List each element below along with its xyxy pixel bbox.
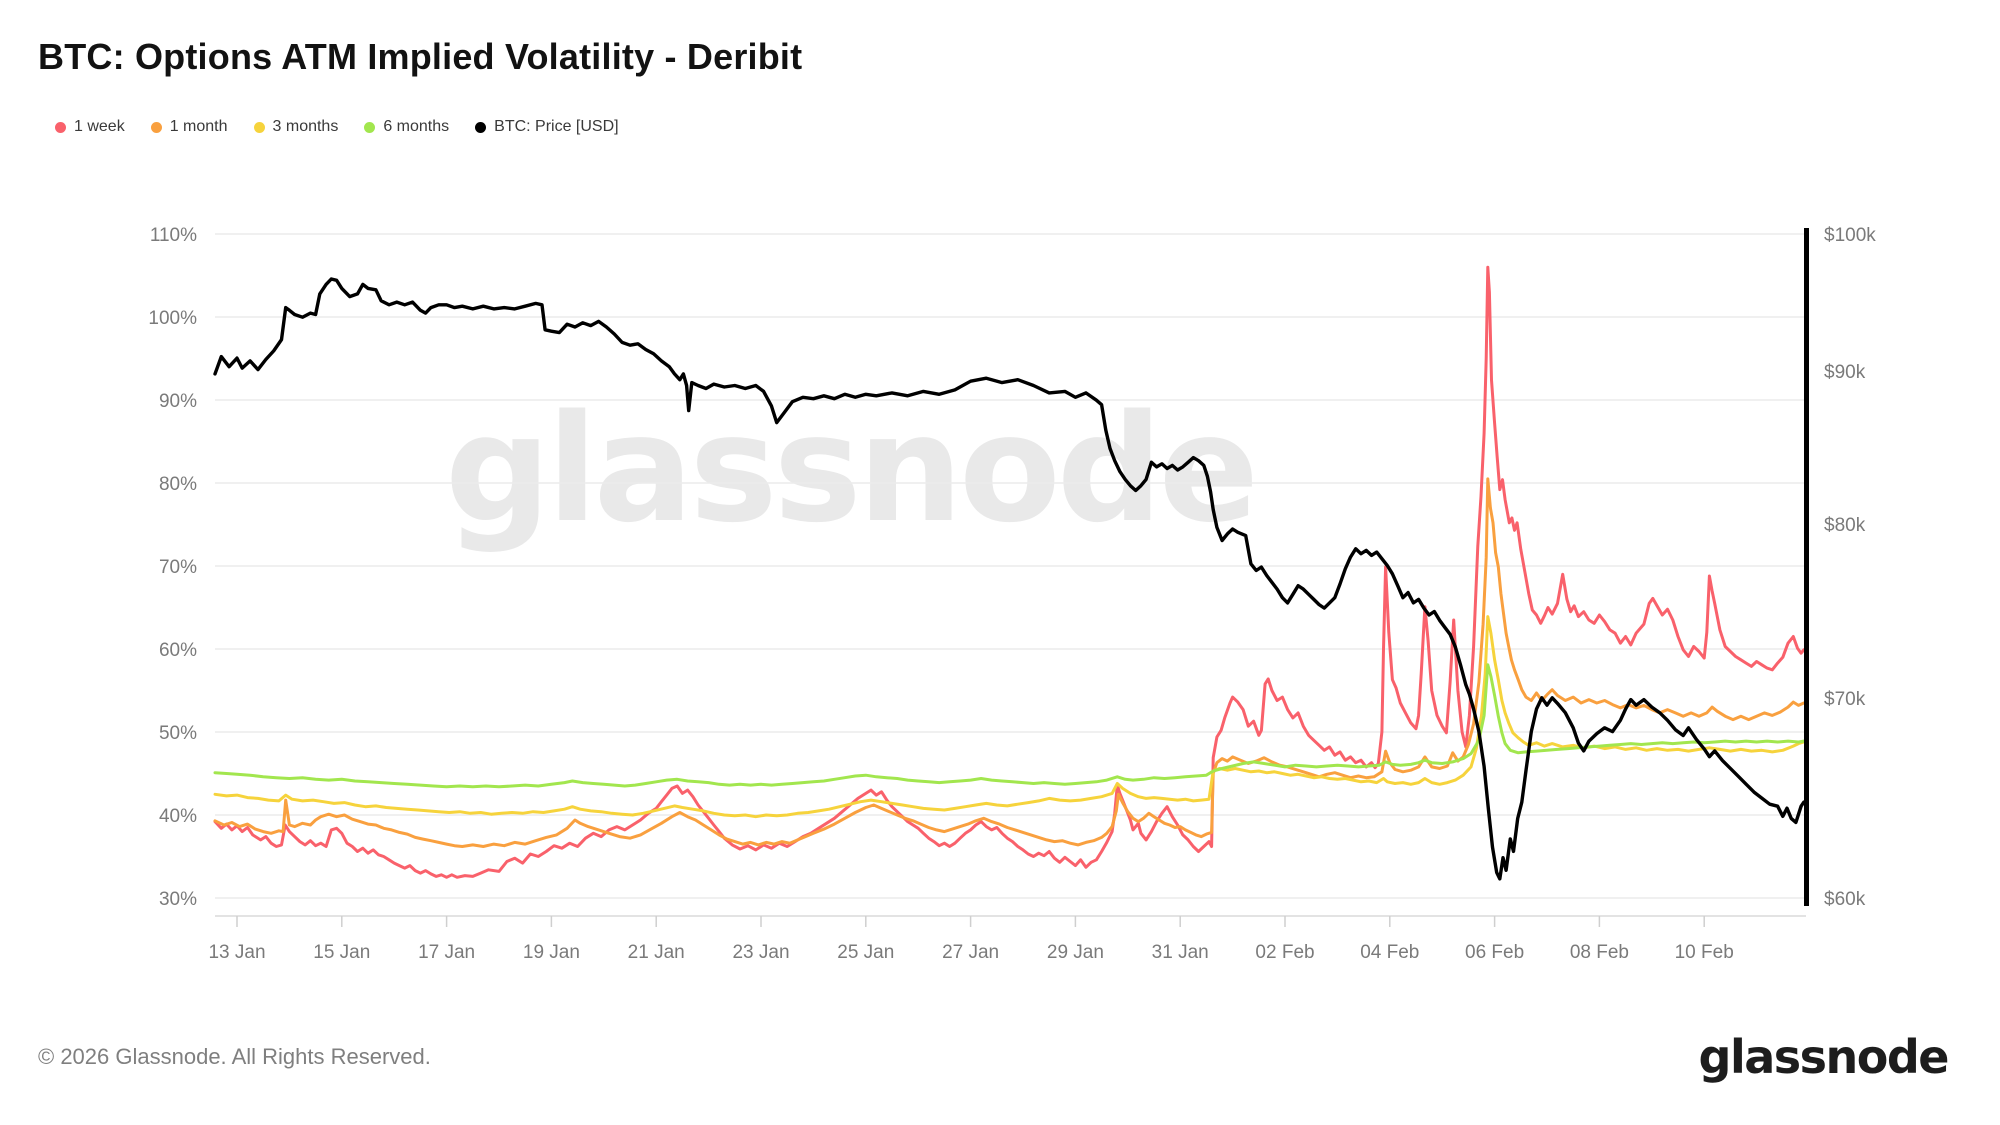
x-tick-label: 19 Jan (523, 942, 580, 963)
series-line-1-week (213, 265, 1806, 879)
series-line-1-month (213, 477, 1806, 848)
y-tick-label-right: $80k (1824, 515, 1866, 536)
x-tick-label: 21 Jan (628, 942, 685, 963)
series-line-btc-price-usd- (213, 277, 1806, 881)
legend-label: 6 months (383, 118, 450, 135)
x-tick-label: 15 Jan (313, 942, 370, 963)
legend-label: 3 months (272, 118, 339, 135)
legend-label: BTC: Price [USD] (494, 118, 619, 135)
y-tick-label-right: $70k (1824, 689, 1866, 710)
copyright: © 2026 Glassnode. All Rights Reserved. (38, 1044, 431, 1069)
y-tick-label-left: 50% (159, 723, 197, 744)
legend-item-6-months[interactable]: 6 months (364, 118, 449, 136)
gridlines (215, 233, 1806, 899)
legend-item-1-week[interactable]: 1 week (55, 118, 125, 136)
y-tick-label-left: 70% (159, 557, 197, 578)
y-axis-right: $100k $90k $80k $70k $60k (1824, 225, 1876, 910)
y-tick-label-right: $60k (1824, 889, 1866, 910)
legend-item-btc-price[interactable]: BTC: Price [USD] (475, 118, 619, 136)
y-tick-label-left: 90% (159, 391, 197, 412)
legend-item-3-months[interactable]: 3 months (253, 118, 339, 136)
x-tick-label: 04 Feb (1360, 942, 1419, 963)
y-tick-label-right: $90k (1824, 362, 1866, 383)
legend: 1 week 1 month 3 months 6 months BTC: Pr… (55, 118, 619, 136)
x-tick-label: 06 Feb (1465, 942, 1524, 963)
x-tick-label: 17 Jan (418, 942, 475, 963)
series-line-6-months (213, 663, 1806, 789)
legend-dot-3-months-icon (253, 121, 265, 133)
y-tick-label-left: 80% (159, 474, 197, 495)
series-lines (213, 265, 1806, 881)
legend-label: 1 month (169, 118, 228, 135)
legend-item-1-month[interactable]: 1 month (150, 118, 228, 136)
x-axis: 13 Jan 15 Jan 17 Jan 19 Jan 21 Jan 23 Jan 25 J… (208, 915, 1806, 963)
chart-title: BTC: Options ATM Implied Volatility - De… (38, 36, 803, 77)
y-tick-label-left: 40% (159, 806, 197, 827)
y-tick-label-left: 100% (148, 308, 197, 329)
chart-plot-area[interactable]: glassnode 110%100%90%80%70%60%50%40%30% … (0, 0, 2000, 1010)
y-axis-left: 110% 100% 90% 80% 70% 60% 50% 40% 30% (148, 225, 197, 910)
legend-dot-1-month-icon (150, 121, 162, 133)
price-axis-spine (1804, 228, 1809, 906)
series-line-3-months (213, 615, 1806, 819)
y-tick-label-left: 110% (150, 225, 197, 246)
legend-label: 1 week (74, 118, 125, 135)
x-tick-label: 10 Feb (1675, 942, 1734, 963)
x-tick-label: 02 Feb (1255, 942, 1314, 963)
x-tick-label: 29 Jan (1047, 942, 1104, 963)
y-tick-label-left: 30% (159, 889, 197, 910)
x-tick-label: 25 Jan (837, 942, 894, 963)
watermark: glassnode (445, 383, 1255, 555)
y-tick-label-left: 60% (159, 640, 197, 661)
x-tick-label: 08 Feb (1570, 942, 1629, 963)
x-tick-label: 13 Jan (208, 942, 265, 963)
glassnode-logo: glassnode (1698, 1030, 1950, 1084)
x-tick-label: 31 Jan (1152, 942, 1209, 963)
legend-dot-6-months-icon (364, 121, 376, 133)
legend-dot-btc-price-icon (475, 121, 487, 133)
x-tick-label: 23 Jan (732, 942, 789, 963)
legend-dot-1-week-icon (55, 121, 66, 133)
x-tick-label: 27 Jan (942, 942, 999, 963)
y-tick-label-right: $100k (1824, 225, 1876, 246)
